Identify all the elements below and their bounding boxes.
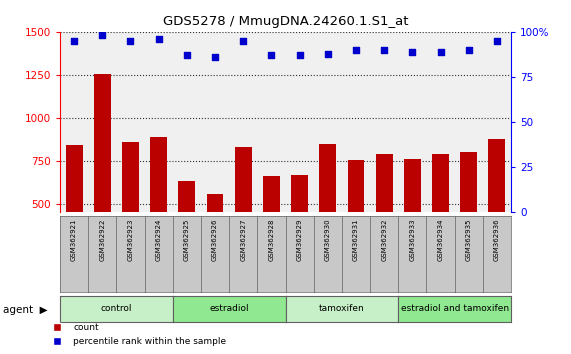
Text: agent  ▶: agent ▶ — [3, 305, 47, 315]
Text: estradiol and tamoxifen: estradiol and tamoxifen — [401, 304, 509, 313]
Title: GDS5278 / MmugDNA.24260.1.S1_at: GDS5278 / MmugDNA.24260.1.S1_at — [163, 15, 408, 28]
Text: tamoxifen: tamoxifen — [319, 304, 365, 313]
Bar — [235, 147, 252, 290]
Point — [492, 38, 501, 44]
Text: GSM362922: GSM362922 — [99, 218, 105, 261]
Text: GSM362925: GSM362925 — [184, 218, 190, 261]
Point — [351, 47, 360, 53]
Point — [70, 38, 79, 44]
Text: GSM362930: GSM362930 — [325, 218, 331, 261]
Text: GSM362931: GSM362931 — [353, 218, 359, 261]
Point — [126, 38, 135, 44]
Bar — [207, 194, 223, 290]
Text: GSM362921: GSM362921 — [71, 218, 77, 261]
Bar — [376, 154, 393, 290]
Text: GSM362933: GSM362933 — [409, 218, 415, 261]
Legend: count, percentile rank within the sample: count, percentile rank within the sample — [45, 320, 230, 349]
Bar — [178, 182, 195, 290]
Bar — [150, 137, 167, 290]
Text: GSM362935: GSM362935 — [466, 218, 472, 261]
Point — [211, 54, 220, 60]
Point — [464, 47, 473, 53]
Text: GSM362929: GSM362929 — [296, 218, 303, 261]
Bar — [122, 142, 139, 290]
Bar — [348, 160, 364, 290]
Point — [408, 49, 417, 55]
Text: GSM362934: GSM362934 — [437, 218, 444, 261]
Point — [323, 51, 332, 56]
Bar — [432, 154, 449, 290]
Point — [182, 52, 191, 58]
Text: control: control — [100, 304, 132, 313]
Point — [239, 38, 248, 44]
Bar — [319, 144, 336, 290]
Point — [154, 36, 163, 42]
Bar — [460, 152, 477, 290]
Bar — [66, 145, 83, 290]
Text: estradiol: estradiol — [210, 304, 249, 313]
Bar — [94, 74, 111, 290]
Text: GSM362932: GSM362932 — [381, 218, 387, 261]
Text: GSM362926: GSM362926 — [212, 218, 218, 261]
Text: GSM362923: GSM362923 — [127, 218, 134, 261]
Point — [267, 52, 276, 58]
Bar — [404, 159, 421, 290]
Point — [380, 47, 389, 53]
Point — [98, 33, 107, 38]
Bar — [489, 139, 505, 290]
Text: GSM362924: GSM362924 — [156, 218, 162, 261]
Point — [436, 49, 445, 55]
Bar — [263, 176, 280, 290]
Point — [295, 52, 304, 58]
Text: GSM362927: GSM362927 — [240, 218, 246, 261]
Bar — [291, 175, 308, 290]
Text: GSM362928: GSM362928 — [268, 218, 275, 261]
Text: GSM362936: GSM362936 — [494, 218, 500, 261]
